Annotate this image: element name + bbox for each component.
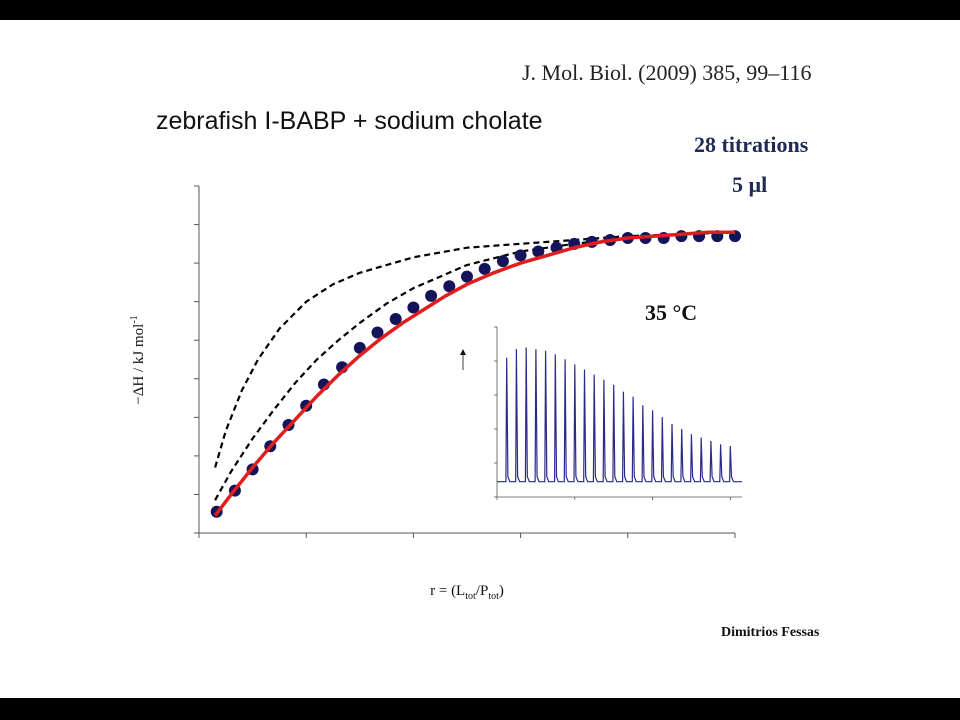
data-point <box>389 313 402 326</box>
data-point <box>425 289 438 302</box>
main-chart: −ΔH / kJ mol-1r = (Ltot/Ptot) <box>129 185 741 602</box>
titrations-label: 28 titrations <box>694 132 809 157</box>
data-point <box>532 245 545 258</box>
data-point <box>443 280 456 293</box>
volume-label: 5 µl <box>732 172 768 197</box>
x-axis-title: r = (Ltot/Ptot) <box>430 583 504 602</box>
data-point <box>478 262 491 275</box>
x-axis-title-start: r = (L <box>430 583 465 599</box>
exo-arrow-icon <box>460 349 466 355</box>
inset-chart <box>460 322 752 527</box>
data-point <box>496 255 509 268</box>
y-axis-title-main: −ΔH / kJ mol <box>131 324 147 405</box>
inset-background <box>467 322 752 527</box>
x-axis-title-sub: tot <box>465 591 476 602</box>
data-point <box>371 326 384 339</box>
data-point <box>514 249 527 262</box>
x-axis-title-sub: tot <box>488 591 499 602</box>
temperature-label: 35 °C <box>645 300 698 325</box>
y-axis-title-sup: -1 <box>129 315 140 323</box>
model-curve-b <box>214 231 736 501</box>
citation: J. Mol. Biol. (2009) 385, 99–116 <box>522 60 812 85</box>
author-name: Dimitrios Fessas <box>721 625 820 640</box>
x-axis-title-end: ) <box>499 583 504 599</box>
subject-title: zebrafish I-BABP + sodium cholate <box>156 107 543 135</box>
y-axis-title: −ΔH / kJ mol-1 <box>129 315 147 404</box>
thermogram-trace <box>497 347 742 483</box>
fit-line <box>213 230 735 517</box>
x-axis-title-mid: /P <box>476 583 489 599</box>
data-point <box>407 301 420 314</box>
data-point <box>461 270 473 283</box>
